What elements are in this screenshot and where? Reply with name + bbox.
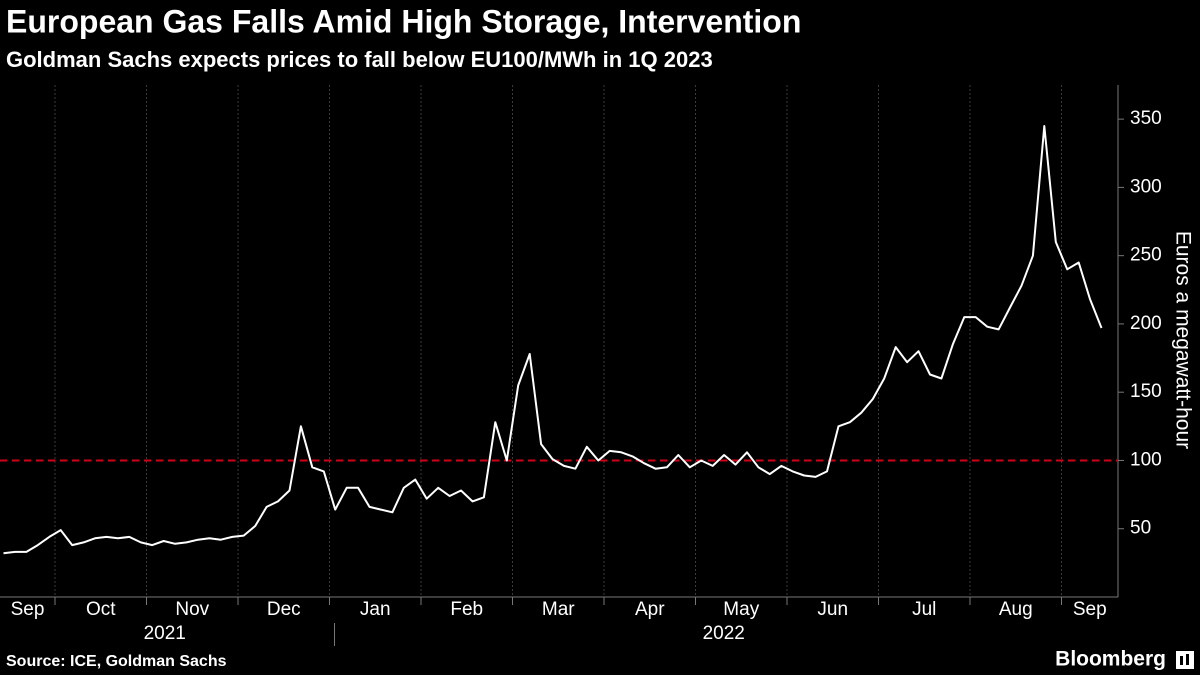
year-label: 2021 bbox=[144, 623, 186, 644]
chart-title: European Gas Falls Amid High Storage, In… bbox=[6, 3, 801, 39]
chart-subtitle: Goldman Sachs expects prices to fall bel… bbox=[6, 47, 713, 72]
y-tick-label: 250 bbox=[1130, 245, 1162, 266]
x-tick-label: Jul bbox=[912, 599, 936, 620]
y-axis-label: Euros a megawatt-hour bbox=[1171, 231, 1194, 449]
x-tick-label: Sep bbox=[1073, 599, 1107, 620]
y-tick-label: 300 bbox=[1130, 176, 1162, 197]
brand-icon-box bbox=[1176, 651, 1194, 669]
y-tick-label: 350 bbox=[1130, 108, 1162, 129]
x-tick-label: Oct bbox=[86, 599, 116, 620]
x-tick-label: Mar bbox=[542, 599, 575, 620]
x-tick-label: Nov bbox=[175, 599, 209, 620]
brand-icon-bar bbox=[1180, 656, 1183, 665]
brand-icon-bar bbox=[1186, 654, 1189, 665]
y-tick-label: 50 bbox=[1130, 518, 1151, 539]
price-line bbox=[3, 125, 1103, 555]
y-tick-label: 100 bbox=[1130, 449, 1162, 470]
brand: Bloomberg bbox=[1055, 648, 1166, 671]
x-tick-label: Aug bbox=[999, 599, 1033, 620]
source: Source: ICE, Goldman Sachs bbox=[6, 653, 227, 670]
y-tick-label: 150 bbox=[1130, 381, 1162, 402]
x-tick-label: Jun bbox=[817, 599, 848, 620]
x-tick-label: Feb bbox=[450, 599, 483, 620]
x-tick-label: May bbox=[723, 599, 759, 620]
y-tick-label: 200 bbox=[1130, 313, 1162, 334]
x-tick-label: Apr bbox=[635, 599, 665, 620]
x-tick-label: Jan bbox=[360, 599, 391, 620]
year-label: 2022 bbox=[703, 623, 745, 644]
x-tick-label: Dec bbox=[267, 599, 301, 620]
brand-icon bbox=[1176, 651, 1194, 669]
x-tick-label: Sep bbox=[11, 599, 45, 620]
